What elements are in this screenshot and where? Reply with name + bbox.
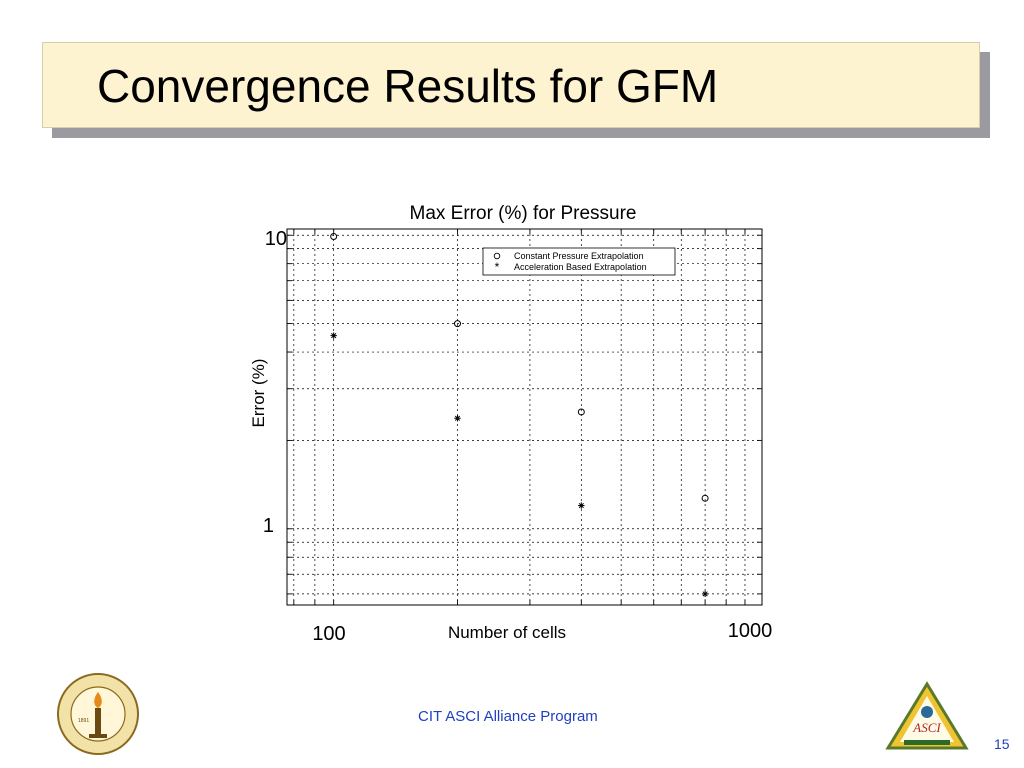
legend-label-series-2: Acceleration Based Extrapolation: [514, 262, 647, 272]
chart-legend: Constant Pressure Extrapolation * Accele…: [482, 247, 676, 276]
data-point-acceleration-based: [330, 332, 337, 339]
footer-program-text: CIT ASCI Alliance Program: [418, 708, 598, 725]
seal-year: 1891: [78, 718, 89, 724]
page-number: 15: [994, 736, 1010, 752]
y-tick-label-1: 1: [263, 515, 274, 537]
data-point-constant-pressure: [701, 494, 709, 502]
legend-marker-circle: [493, 252, 501, 260]
chart-marks: [330, 233, 709, 598]
x-tick-label-100: 100: [312, 623, 345, 645]
caltech-seal-icon: 1891: [57, 673, 139, 755]
title-banner: Convergence Results for GFM: [42, 42, 980, 128]
data-point-constant-pressure: [453, 320, 461, 328]
asci-logo-text: ASCI: [912, 720, 941, 735]
slide-title: Convergence Results for GFM: [97, 60, 719, 112]
data-point-constant-pressure: [577, 408, 585, 416]
asci-triangle-logo-icon: ASCI: [885, 681, 969, 750]
data-point-acceleration-based: [454, 415, 461, 422]
legend-label-series-1: Constant Pressure Extrapolation: [514, 251, 644, 261]
x-tick-label-1000: 1000: [728, 620, 773, 642]
y-tick-label-10: 10: [265, 228, 287, 250]
data-point-constant-pressure: [330, 233, 338, 241]
data-point-acceleration-based: [701, 590, 709, 598]
legend-box: [482, 247, 676, 276]
x-axis-label: Number of cells: [448, 623, 566, 642]
legend-marker-asterisk: *: [495, 260, 500, 274]
chart-grid: [287, 229, 762, 605]
plot-area: [286, 228, 763, 606]
chart-title: Max Error (%) for Pressure: [410, 203, 637, 224]
y-axis-label: Error (%): [249, 359, 268, 428]
data-point-acceleration-based: [578, 502, 585, 509]
